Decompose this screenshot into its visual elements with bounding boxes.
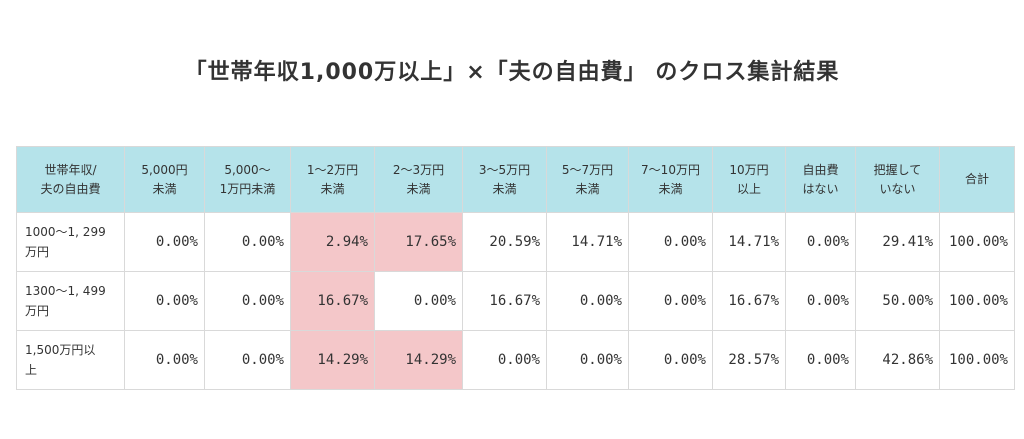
column-header: 5,000〜 1万円未満 [204,146,291,213]
table-cell: 0.00% [546,271,629,331]
table-body: 1000〜1, 299 万円 0.00% 0.00% 2.94% 17.65% 20.59%… [16,212,1015,390]
table-cell: 16.67% [462,271,547,331]
column-header-label: 世帯年収/ [44,162,97,177]
table-row: 1,500万円以上 0.00% 0.00% 14.29% 14.29% 0.00% 0.00… [16,330,1015,390]
column-header-label: 未満 [658,181,683,196]
column-header-label: 5,000〜 [224,162,271,177]
table-cell: 0.00% [628,212,713,272]
row-header-label: 万円 [25,304,50,318]
column-header-label: 5〜7万円 [561,162,614,177]
row-header-label: 1,500万円以 [25,343,96,357]
column-header: 3〜5万円未満 [462,146,547,213]
table-cell: 14.29% [374,330,463,390]
column-header-label: 未満 [406,181,431,196]
table-cell: 28.57% [712,330,786,390]
column-header-label: 3〜5万円 [478,162,531,177]
column-header-label: はない [802,181,839,196]
table-header: 世帯年収/夫の自由費 5,000円 未満 5,000〜 1万円未満 1〜2万円 未満 2〜3万… [16,146,1015,213]
row-header-label: 1300〜1, 499 [25,284,106,298]
column-header-label: 未満 [492,181,517,196]
table-cell: 0.00% [546,330,629,390]
table-cell: 17.65% [374,212,463,272]
column-header: 世帯年収/夫の自由費 [16,146,125,213]
column-header: 5〜7万円未満 [546,146,629,213]
column-header-label: 把握して [873,162,922,177]
table-cell: 0.00% [204,212,291,272]
table-cell: 16.67% [712,271,786,331]
header-row: 世帯年収/夫の自由費 5,000円 未満 5,000〜 1万円未満 1〜2万円 未満 2〜3万… [16,146,1015,213]
column-header-label: 未満 [320,181,345,196]
column-header: 5,000円 未満 [124,146,205,213]
table-cell: 2.94% [290,212,375,272]
table-cell: 50.00% [855,271,940,331]
table-cell: 16.67% [290,271,375,331]
table-cell: 0.00% [204,271,291,331]
column-header: 把握して いない [855,146,940,213]
column-header: 7〜10万円 未満 [628,146,713,213]
table-cell: 20.59% [462,212,547,272]
row-header: 1000〜1, 299 万円 [16,212,125,272]
table-cell: 14.29% [290,330,375,390]
row-header-label: 上 [25,363,38,377]
column-header-label: いない [879,181,916,196]
table-cell: 0.00% [628,271,713,331]
column-header-label: 7〜10万円 [641,162,700,177]
table-cell: 100.00% [939,271,1015,331]
row-header-label: 1000〜1, 299 [25,225,106,239]
table-cell: 42.86% [855,330,940,390]
table-cell: 0.00% [785,212,856,272]
column-header: 1〜2万円未満 [290,146,375,213]
column-header-label: 10万円 [729,162,769,177]
column-header-label: 1〜2万円 [306,162,359,177]
column-header-label: 5,000円 [141,162,188,177]
table-cell: 100.00% [939,330,1015,390]
table-cell: 0.00% [374,271,463,331]
table-cell: 100.00% [939,212,1015,272]
column-header-label: 1万円未満 [219,181,276,196]
table-cell: 0.00% [785,330,856,390]
table-cell: 0.00% [204,330,291,390]
row-header-label: 万円 [25,245,50,259]
cross-tab-table: 世帯年収/夫の自由費 5,000円 未満 5,000〜 1万円未満 1〜2万円 未満 2〜3万… [16,146,1015,390]
column-header-label: 合計 [964,172,989,186]
table-cell: 14.71% [546,212,629,272]
table-cell: 0.00% [124,212,205,272]
column-header: 合計 [939,146,1015,213]
page-title: 「世帯年収1,000万以上」×「夫の自由費」 のクロス集計結果 [184,60,840,85]
table-cell: 29.41% [855,212,940,272]
column-header-label: 未満 [575,181,600,196]
table-row: 1300〜1, 499 万円 0.00% 0.00% 16.67% 0.00% 16.67%… [16,271,1015,331]
column-header: 2〜3万円未満 [374,146,463,213]
table-cell: 0.00% [124,330,205,390]
column-header: 10万円以上 [712,146,786,213]
row-header: 1300〜1, 499 万円 [16,271,125,331]
table-row: 1000〜1, 299 万円 0.00% 0.00% 2.94% 17.65% 20.59%… [16,212,1015,272]
column-header: 自由費 はない [785,146,856,213]
column-header-label: 自由費 [802,162,839,177]
table-cell: 0.00% [628,330,713,390]
table-cell: 0.00% [462,330,547,390]
table-cell: 14.71% [712,212,786,272]
column-header-label: 以上 [736,181,761,196]
row-header: 1,500万円以上 [16,330,125,390]
column-header-label: 2〜3万円 [392,162,445,177]
table-cell: 0.00% [785,271,856,331]
table-cell: 0.00% [124,271,205,331]
column-header-label: 未満 [152,181,177,196]
column-header-label: 夫の自由費 [40,181,101,196]
